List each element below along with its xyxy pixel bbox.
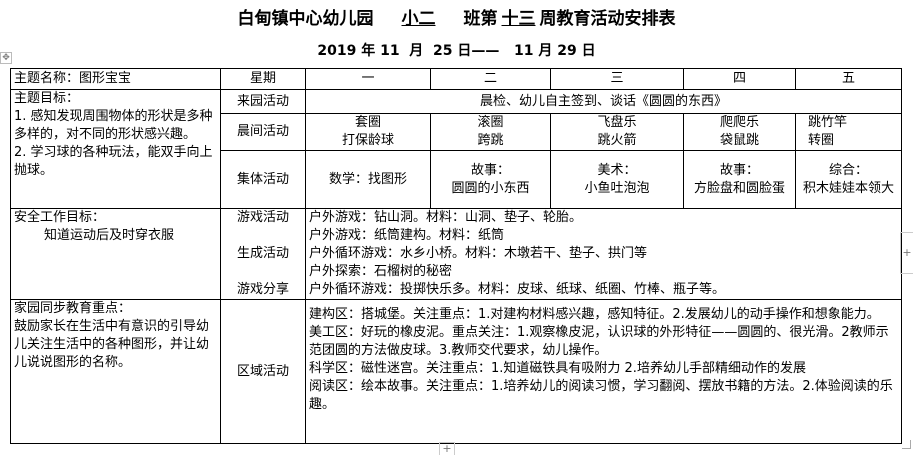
sub-label-game: 游戏活动 [236, 210, 289, 225]
day-mon: 一 [305, 68, 431, 90]
page-title: 白甸镇中心幼儿园 小二 班第 十三 周教育活动安排表 [0, 4, 913, 29]
activity-line: 户外游戏：钻山洞。材料：山洞、垫子、轮胎。 [309, 210, 583, 225]
theme-name: 主题名称：图形宝宝 [10, 68, 221, 90]
sub-label-share: 游戏分享 [236, 282, 289, 297]
day-fri: 五 [795, 68, 902, 90]
group-thu: 故事： 方脸盘和圆脸蛋 [683, 150, 796, 209]
title-week: 十三 [501, 9, 536, 29]
theme-goal-2: 2. 学习球的各种玩法，能双手向上抛球。 [14, 145, 213, 178]
area-art: 美工区：好玩的橡皮泥。重点关注：1.观察橡皮泥，认识球的外形特征——圆圆的、很光… [309, 325, 889, 358]
arrival-content: 晨检、幼儿自主签到、谈话《圆圆的东西》 [305, 89, 902, 114]
title-school: 白甸镇中心幼儿园 [237, 9, 374, 29]
area-science: 科学区：磁性迷宫。关注重点：1.知道磁铁具有吸附力 2.培养幼儿手部精细动作的发… [309, 361, 806, 376]
add-row-icon[interactable]: + [439, 442, 455, 455]
morning-fri: 跳竹竿 转圈 [795, 113, 902, 151]
activity-line: 户外游戏：纸筒建构。材料：纸筒 [309, 228, 505, 243]
theme-goal: 主题目标： 1. 感知发现周围物体的形状是多种多样的，对不同的形状感兴趣。 2.… [10, 89, 221, 209]
area-construction: 建构区：搭城堡。关注重点：1.对建构材料感兴趣，感知特征。2.发展幼儿的动手操作… [309, 307, 880, 322]
group-tue: 故事： 圆圆的小东西 [430, 150, 551, 209]
day-thu: 四 [683, 68, 796, 90]
safety-row: 安全工作目标： 知道运动后及时穿衣服 游戏活动 生成活动 游戏分享 户外游戏：钻… [10, 208, 902, 300]
morning-tue: 滚圈 跨跳 [430, 113, 551, 151]
safety-label: 安全工作目标： [14, 210, 106, 225]
sub-label-generated: 生成活动 [236, 246, 289, 261]
home-focus: 家园同步教育重点： 鼓励家长在生活中有意识的引导幼儿关注生活中的各种图形，并让幼… [10, 299, 221, 444]
home-row: 家园同步教育重点： 鼓励家长在生活中有意识的引导幼儿关注生活中的各种图形，并让幼… [10, 299, 902, 444]
title-class: 小二 [401, 9, 436, 29]
table-move-handle-icon[interactable]: ✥ [0, 52, 12, 64]
title-suffix: 周教育活动安排表 [539, 9, 676, 29]
home-label: 家园同步教育重点： [14, 301, 132, 316]
group-row: 集体活动 数学：找图形 故事： 圆圆的小东西 美术： 小鱼吐泡泡 故事： 方脸盘和圆脸… [11, 150, 902, 209]
table-resize-handle-icon[interactable] [902, 440, 911, 449]
safety-content: 知道运动后及时穿衣服 [44, 228, 175, 243]
title-mid: 班第 [463, 9, 498, 29]
theme-goal-label: 主题目标： [14, 91, 80, 106]
safety-sub-labels: 游戏活动 生成活动 游戏分享 [220, 208, 306, 300]
add-column-icon[interactable]: + [900, 232, 913, 274]
safety-activities: 户外游戏：钻山洞。材料：山洞、垫子、轮胎。 户外游戏：纸筒建构。材料：纸筒 户外… [305, 208, 902, 300]
morning-mon: 套圈 打保龄球 [305, 113, 431, 151]
day-wed: 三 [550, 68, 684, 90]
date-range: 2019 年 11 月 25 日—— 11 月 29 日 [317, 43, 596, 59]
home-content: 鼓励家长在生活中有意识的引导幼儿关注生活中的各种图形，并让幼儿说说图形的名称。 [14, 319, 210, 370]
arrival-label: 来园活动 [220, 89, 306, 114]
group-label: 集体活动 [220, 150, 306, 209]
morning-wed: 飞盘乐 跳火箭 [550, 113, 684, 151]
area-reading: 阅读区：绘本故事。关注重点：1.培养幼儿的阅读习惯，学习翻阅、摆放书籍的方法。2… [309, 379, 893, 412]
arrival-row: 主题目标： 1. 感知发现周围物体的形状是多种多样的，对不同的形状感兴趣。 2.… [10, 89, 902, 209]
activity-table: 主题名称：图形宝宝 星期 一 二 三 四 五 主题目标： 1. 感知发现周围物体… [10, 68, 902, 444]
morning-thu: 爬爬乐 袋鼠跳 [683, 113, 796, 151]
safety-goal: 安全工作目标： 知道运动后及时穿衣服 [10, 208, 221, 300]
area-activities: 建构区：搭城堡。关注重点：1.对建构材料感兴趣，感知特征。2.发展幼儿的动手操作… [305, 299, 902, 444]
day-tue: 二 [430, 68, 551, 90]
morning-row: 晨间活动 套圈 打保龄球 滚圈 跨跳 飞盘乐 跳火箭 爬爬乐 袋鼠跳 跳竹竿 转圈 [11, 113, 902, 151]
group-mon: 数学：找图形 [305, 150, 431, 209]
activity-line: 户外循环游戏：投掷快乐多。材料：皮球、纸球、纸圈、竹棒、瓶子等。 [309, 282, 726, 297]
group-fri: 综合： 积木娃娃本领大 [795, 150, 902, 209]
header-row: 主题名称：图形宝宝 星期 一 二 三 四 五 [10, 68, 902, 90]
group-wed: 美术： 小鱼吐泡泡 [550, 150, 684, 209]
theme-goal-1: 1. 感知发现周围物体的形状是多种多样的，对不同的形状感兴趣。 [14, 109, 213, 142]
morning-label: 晨间活动 [220, 113, 306, 151]
activity-line: 户外循环游戏：水乡小桥。材料：木墩若干、垫子、拱门等 [309, 246, 648, 261]
activity-line: 户外探索：石榴树的秘密 [309, 264, 453, 279]
area-label: 区域活动 [220, 299, 306, 444]
weekday-header: 星期 [220, 68, 306, 90]
